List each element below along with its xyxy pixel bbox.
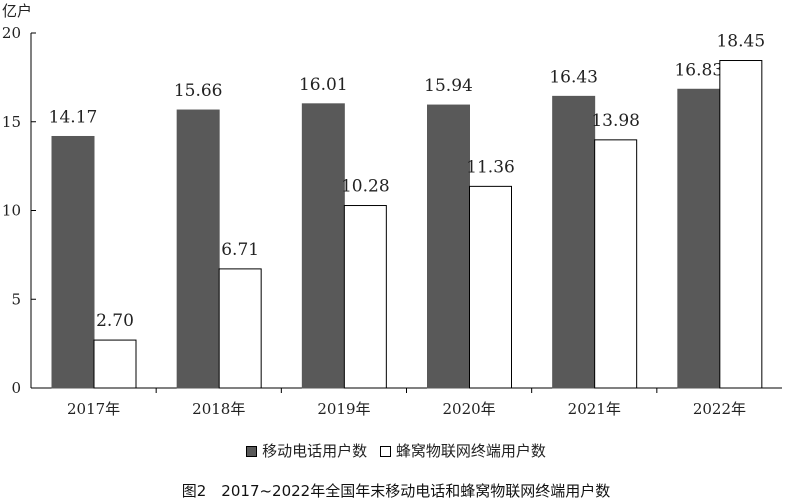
x-tick-label-5: 2022年 [693,400,746,418]
legend-item-mobile: 移动电话用户数 [246,440,367,461]
chart-legend: 移动电话用户数 蜂窝物联网终端用户数 [0,440,792,461]
y-axis-unit-label: 亿户 [2,2,33,20]
data-label-s0-3: 15.94 [424,76,473,96]
y-tick-label-4: 20 [2,24,21,42]
data-label-s0-2: 16.01 [299,75,348,95]
y-tick-label-2: 10 [2,202,21,220]
bar-s0-4 [552,95,596,389]
bar-s1-4 [594,139,638,389]
legend-swatch-mobile [246,446,258,457]
bar-s0-3 [427,104,470,389]
data-label-s1-2: 10.28 [341,177,390,197]
data-label-s1-5: 18.45 [716,32,765,52]
bar-s1-2 [343,205,387,389]
data-label-s1-0: 2.70 [96,311,134,331]
data-label-s1-4: 13.98 [591,111,640,131]
x-tick-label-4: 2021年 [568,400,621,418]
y-tick-label-0: 0 [11,379,21,397]
bar-s1-1 [218,268,262,389]
x-tick-label-2: 2019年 [317,400,370,418]
data-label-s1-1: 6.71 [221,240,259,260]
data-label-s0-4: 16.43 [549,67,598,87]
legend-label-iot: 蜂窝物联网终端用户数 [395,442,546,460]
x-tick-label-0: 2017年 [67,400,120,418]
legend-swatch-iot [379,446,391,457]
bar-s0-0 [51,135,95,389]
bar-s1-3 [469,185,512,389]
x-tick-label-3: 2020年 [442,400,495,418]
y-tick-label-3: 15 [2,113,21,131]
bar-s1-5 [719,60,763,389]
data-label-s1-3: 11.36 [466,157,515,177]
legend-item-iot: 蜂窝物联网终端用户数 [379,440,546,461]
bar-s0-5 [677,88,721,389]
data-label-s0-0: 14.17 [49,107,98,127]
data-label-s0-1: 15.66 [174,81,223,101]
data-label-s0-5: 16.83 [674,60,723,80]
chart-plot: 0 5 10 15 20 2017年 14.17 2.70 2018年 15.66 6.71 2019… [2,24,782,418]
bar-s0-2 [301,103,345,389]
x-tick-label-1: 2018年 [192,400,245,418]
legend-label-mobile: 移动电话用户数 [262,442,368,460]
y-tick-label-1: 5 [11,290,21,308]
bar-s1-0 [93,339,137,389]
bar-s0-1 [176,109,220,389]
chart-title: 图2 2017~2022年全国年末移动电话和蜂窝物联网终端用户数 [181,482,611,500]
